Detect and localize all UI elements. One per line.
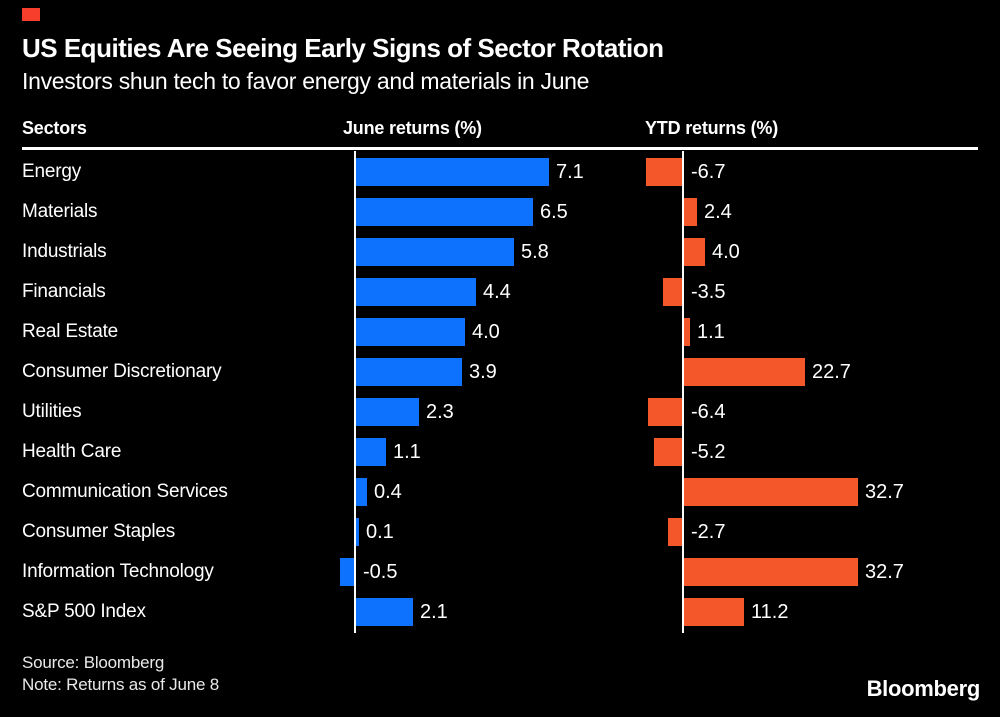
chart-row: Materials 6.5 2.4 [0,192,1000,232]
ytd-value-label: 32.7 [865,481,904,503]
june-bar [356,398,419,426]
june-bar [356,478,367,506]
chart-row: Consumer Staples 0.1 -2.7 [0,512,1000,552]
june-value-label: 5.8 [521,241,549,263]
ytd-value-label: 4.0 [712,241,740,263]
june-value-label: 1.1 [393,441,421,463]
sector-label: Consumer Staples [22,521,176,542]
chart-row: Consumer Discretionary 3.9 22.7 [0,352,1000,392]
june-value-label: -0.5 [363,561,398,583]
june-bar [340,558,354,586]
ytd-value-label: 11.2 [751,601,789,623]
june-bar [356,198,533,226]
sector-label: Real Estate [22,321,119,342]
sector-label: Industrials [22,241,107,262]
ytd-value-label: 22.7 [812,361,851,383]
june-value-label: 0.4 [374,481,402,503]
column-header-ytd-returns: YTD returns (%) [645,118,779,138]
ytd-bar [663,278,682,306]
chart-row: Industrials 5.8 4.0 [0,232,1000,272]
june-bar [356,438,386,466]
sector-label: S&P 500 Index [22,601,146,622]
ytd-value-label: -6.7 [691,161,726,183]
ytd-bar [684,598,744,626]
june-value-label: 6.5 [540,201,568,223]
ytd-bar [668,518,682,546]
june-value-label: 2.1 [420,601,448,623]
chart-row: Real Estate 4.0 1.1 [0,312,1000,352]
chart-row: Utilities 2.3 -6.4 [0,392,1000,432]
june-bar [356,278,476,306]
column-header-june-returns: June returns (%) [343,118,482,138]
ytd-value-label: -5.2 [691,441,726,463]
chart-title: US Equities Are Seeing Early Signs of Se… [22,33,664,63]
sector-label: Health Care [22,441,122,462]
chart-row: Information Technology -0.5 32.7 [0,552,1000,592]
ytd-value-label: -3.5 [691,281,726,303]
ytd-bar [684,238,705,266]
ytd-bar [646,158,682,186]
june-bar [356,518,359,546]
june-axis-line [354,151,356,633]
sector-label: Utilities [22,401,82,422]
ytd-value-label: -6.4 [691,401,726,423]
footnote: Note: Returns as of June 8 [22,675,220,694]
june-value-label: 4.0 [472,321,500,343]
june-bar [356,238,514,266]
ytd-value-label: 1.1 [697,321,725,343]
bloomberg-red-square-icon [22,8,40,21]
ytd-value-label: -2.7 [691,521,726,543]
chart-row: Energy 7.1 -6.7 [0,152,1000,192]
chart-row: S&P 500 Index 2.1 11.2 [0,592,1000,632]
chart-row: Health Care 1.1 -5.2 [0,432,1000,472]
chart-subtitle: Investors shun tech to favor energy and … [22,68,590,94]
source-note: Source: Bloomberg [22,653,165,672]
june-value-label: 4.4 [483,281,511,303]
bloomberg-logo: Bloomberg [866,676,981,701]
ytd-bar [684,318,690,346]
june-value-label: 3.9 [469,361,497,383]
sector-label: Energy [22,161,82,182]
sector-label: Materials [22,201,98,222]
june-value-label: 0.1 [366,521,394,543]
june-value-label: 2.3 [426,401,454,423]
june-bar [356,318,465,346]
ytd-bar [684,198,697,226]
sector-label: Financials [22,281,106,302]
june-value-label: 7.1 [556,161,584,183]
ytd-bar [684,358,805,386]
ytd-bar [648,398,682,426]
june-bar [356,358,462,386]
ytd-bar [684,478,858,506]
ytd-value-label: 2.4 [704,201,732,223]
ytd-bar [654,438,682,466]
chart-row: Financials 4.4 -3.5 [0,272,1000,312]
column-header-sectors: Sectors [22,118,87,138]
sector-label: Communication Services [22,481,228,502]
ytd-value-label: 32.7 [865,561,904,583]
ytd-axis-line [682,151,684,633]
sector-label: Consumer Discretionary [22,361,222,382]
chart-row: Communication Services 0.4 32.7 [0,472,1000,512]
june-bar [356,158,549,186]
header-divider-rule [22,147,978,150]
sector-label: Information Technology [22,561,214,582]
ytd-bar [684,558,858,586]
june-bar [356,598,413,626]
